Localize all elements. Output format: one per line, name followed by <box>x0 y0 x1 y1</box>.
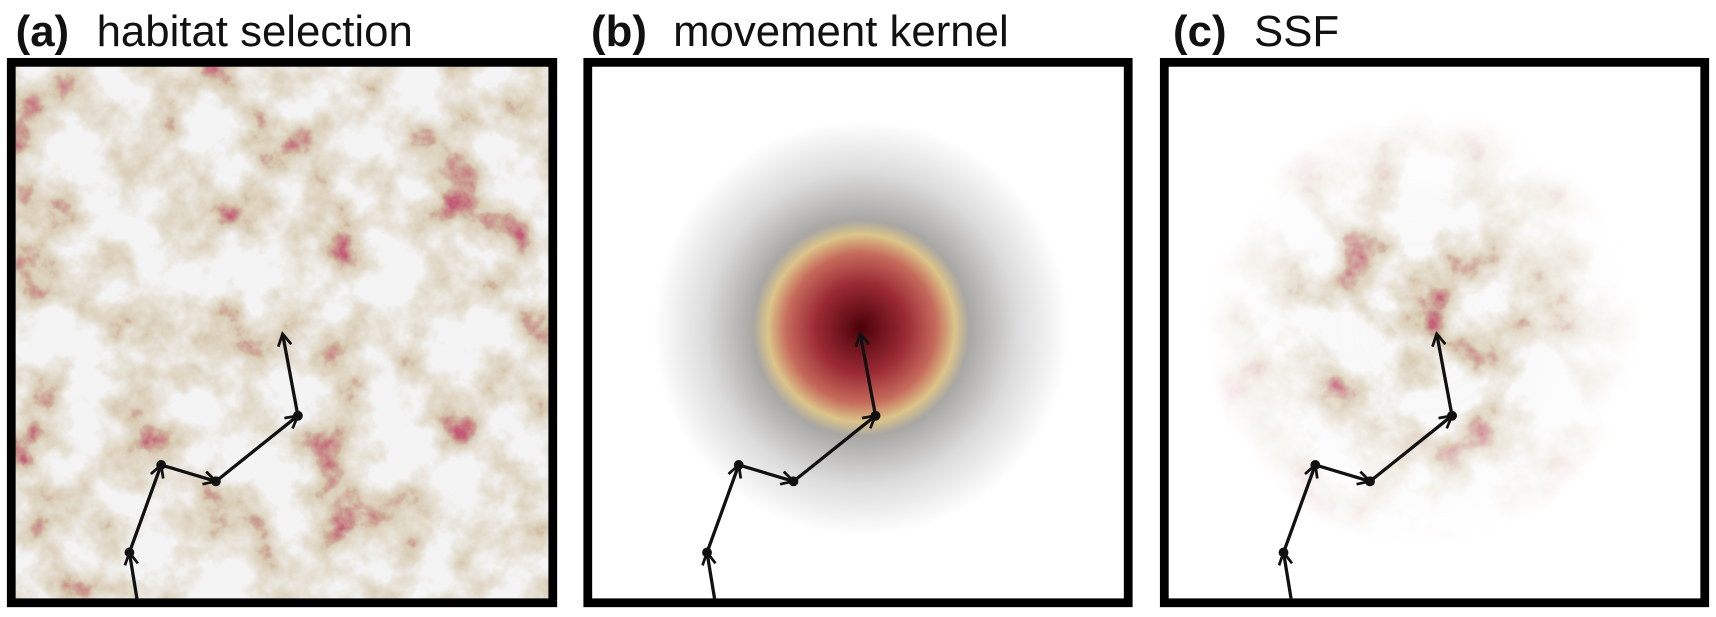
step <box>127 465 161 554</box>
panel-title: SSF <box>1254 7 1339 56</box>
location <box>1310 460 1321 470</box>
step <box>860 334 878 417</box>
location <box>1365 476 1375 487</box>
location <box>292 410 303 421</box>
location <box>702 547 712 558</box>
panel-title: movement kernel <box>673 7 1009 56</box>
step <box>792 416 875 483</box>
panel-label: (a) <box>16 7 69 56</box>
step <box>129 552 137 600</box>
panel-title: habitat selection <box>97 7 413 56</box>
step <box>160 463 216 481</box>
movement-kernel <box>653 120 1070 537</box>
step <box>738 463 794 481</box>
step <box>1368 416 1452 483</box>
panel-label: (b) <box>591 7 647 56</box>
step <box>1437 334 1454 417</box>
habitat-map <box>15 66 549 599</box>
ssf-map <box>1168 66 1701 599</box>
location <box>733 460 744 470</box>
step <box>1282 465 1316 554</box>
location <box>788 476 799 487</box>
location <box>1278 547 1289 558</box>
location <box>156 460 167 470</box>
location <box>210 476 221 487</box>
location <box>124 547 135 558</box>
panel-frames <box>6 57 1710 608</box>
step <box>1284 552 1292 600</box>
step <box>1314 463 1370 481</box>
step <box>707 552 715 600</box>
step <box>705 465 739 554</box>
trajectories <box>124 334 1457 600</box>
location <box>1447 410 1457 421</box>
panel-label: (c) <box>1173 7 1226 56</box>
location <box>870 410 881 421</box>
step <box>214 416 298 483</box>
step <box>283 334 300 417</box>
